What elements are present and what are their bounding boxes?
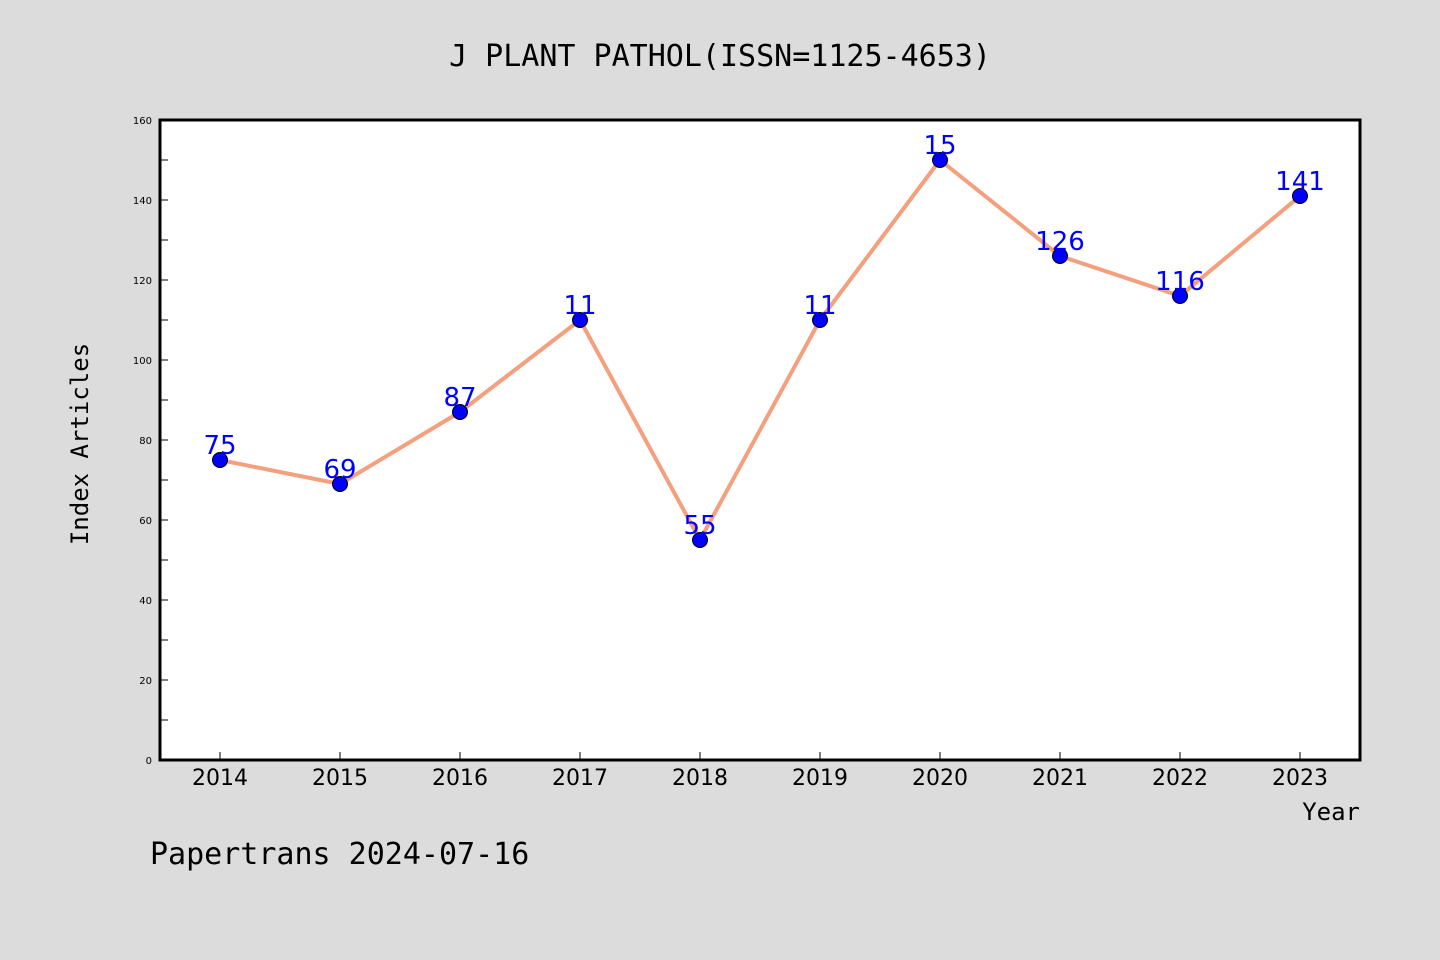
- x-tick-label: 2015: [312, 766, 368, 791]
- x-tick-label: 2022: [1152, 766, 1208, 791]
- y-axis-label: Index Articles: [66, 343, 94, 545]
- series-line: [218, 158, 1302, 542]
- plot-area: [160, 120, 1360, 760]
- data-markers: [212, 152, 1308, 548]
- y-tick-label: 160: [133, 116, 152, 127]
- data-label-2023: 141: [1275, 167, 1325, 197]
- y-tick-label: 60: [139, 516, 152, 527]
- y-tick-label: 40: [139, 596, 152, 607]
- x-tick-label: 2020: [912, 766, 968, 791]
- data-point-2019: [812, 312, 828, 328]
- data-label-2017: 11: [563, 291, 596, 321]
- y-tick-label: 20: [139, 676, 152, 687]
- y-tick-label: 120: [133, 276, 152, 287]
- data-point-2018: [692, 532, 708, 548]
- data-label-2019: 11: [803, 291, 836, 321]
- x-tick-label: 2017: [552, 766, 608, 791]
- data-label-2015: 69: [323, 455, 356, 485]
- x-tick-label: 2021: [1032, 766, 1088, 791]
- data-point-2022: [1172, 288, 1188, 304]
- y-axis-ticks: 0 20 40 60 80 100 120 140 160: [133, 116, 168, 767]
- data-point-2014: [212, 452, 228, 468]
- x-tick-label: 2014: [192, 766, 248, 791]
- y-tick-label: 80: [139, 436, 152, 447]
- x-tick-label: 2016: [432, 766, 488, 791]
- data-label-2020: 15: [923, 131, 956, 161]
- data-label-2014: 75: [203, 431, 236, 461]
- data-label-2018: 55: [683, 511, 716, 541]
- data-point-2015: [332, 476, 348, 492]
- data-point-2017: [572, 312, 588, 328]
- data-point-2016: [452, 404, 468, 420]
- data-point-2020: [932, 152, 948, 168]
- data-label-2021: 126: [1035, 227, 1085, 257]
- plot-frame: [158, 118, 1362, 762]
- footer-source-date: Papertrans 2024-07-16: [150, 837, 529, 872]
- x-tick-label: 2023: [1272, 766, 1328, 791]
- data-label-2016: 87: [443, 383, 476, 413]
- data-point-2021: [1052, 248, 1068, 264]
- y-tick-label: 0: [146, 756, 152, 767]
- x-axis-label: Year: [1302, 798, 1360, 826]
- x-tick-label: 2018: [672, 766, 728, 791]
- y-tick-label: 140: [133, 196, 152, 207]
- chart-title: J PLANT PATHOL(ISSN=1125-4653): [449, 39, 991, 74]
- data-point-2023: [1292, 188, 1308, 204]
- data-labels: 75 69 87 11 55 11 15 126 116 141: [203, 131, 1324, 541]
- x-tick-label: 2019: [792, 766, 848, 791]
- x-axis-ticks: 2014 2015 2016 2017 2018 2019 2020 2021 2022 2023: [192, 752, 1328, 791]
- y-tick-label: 100: [133, 356, 152, 367]
- data-label-2022: 116: [1155, 267, 1205, 297]
